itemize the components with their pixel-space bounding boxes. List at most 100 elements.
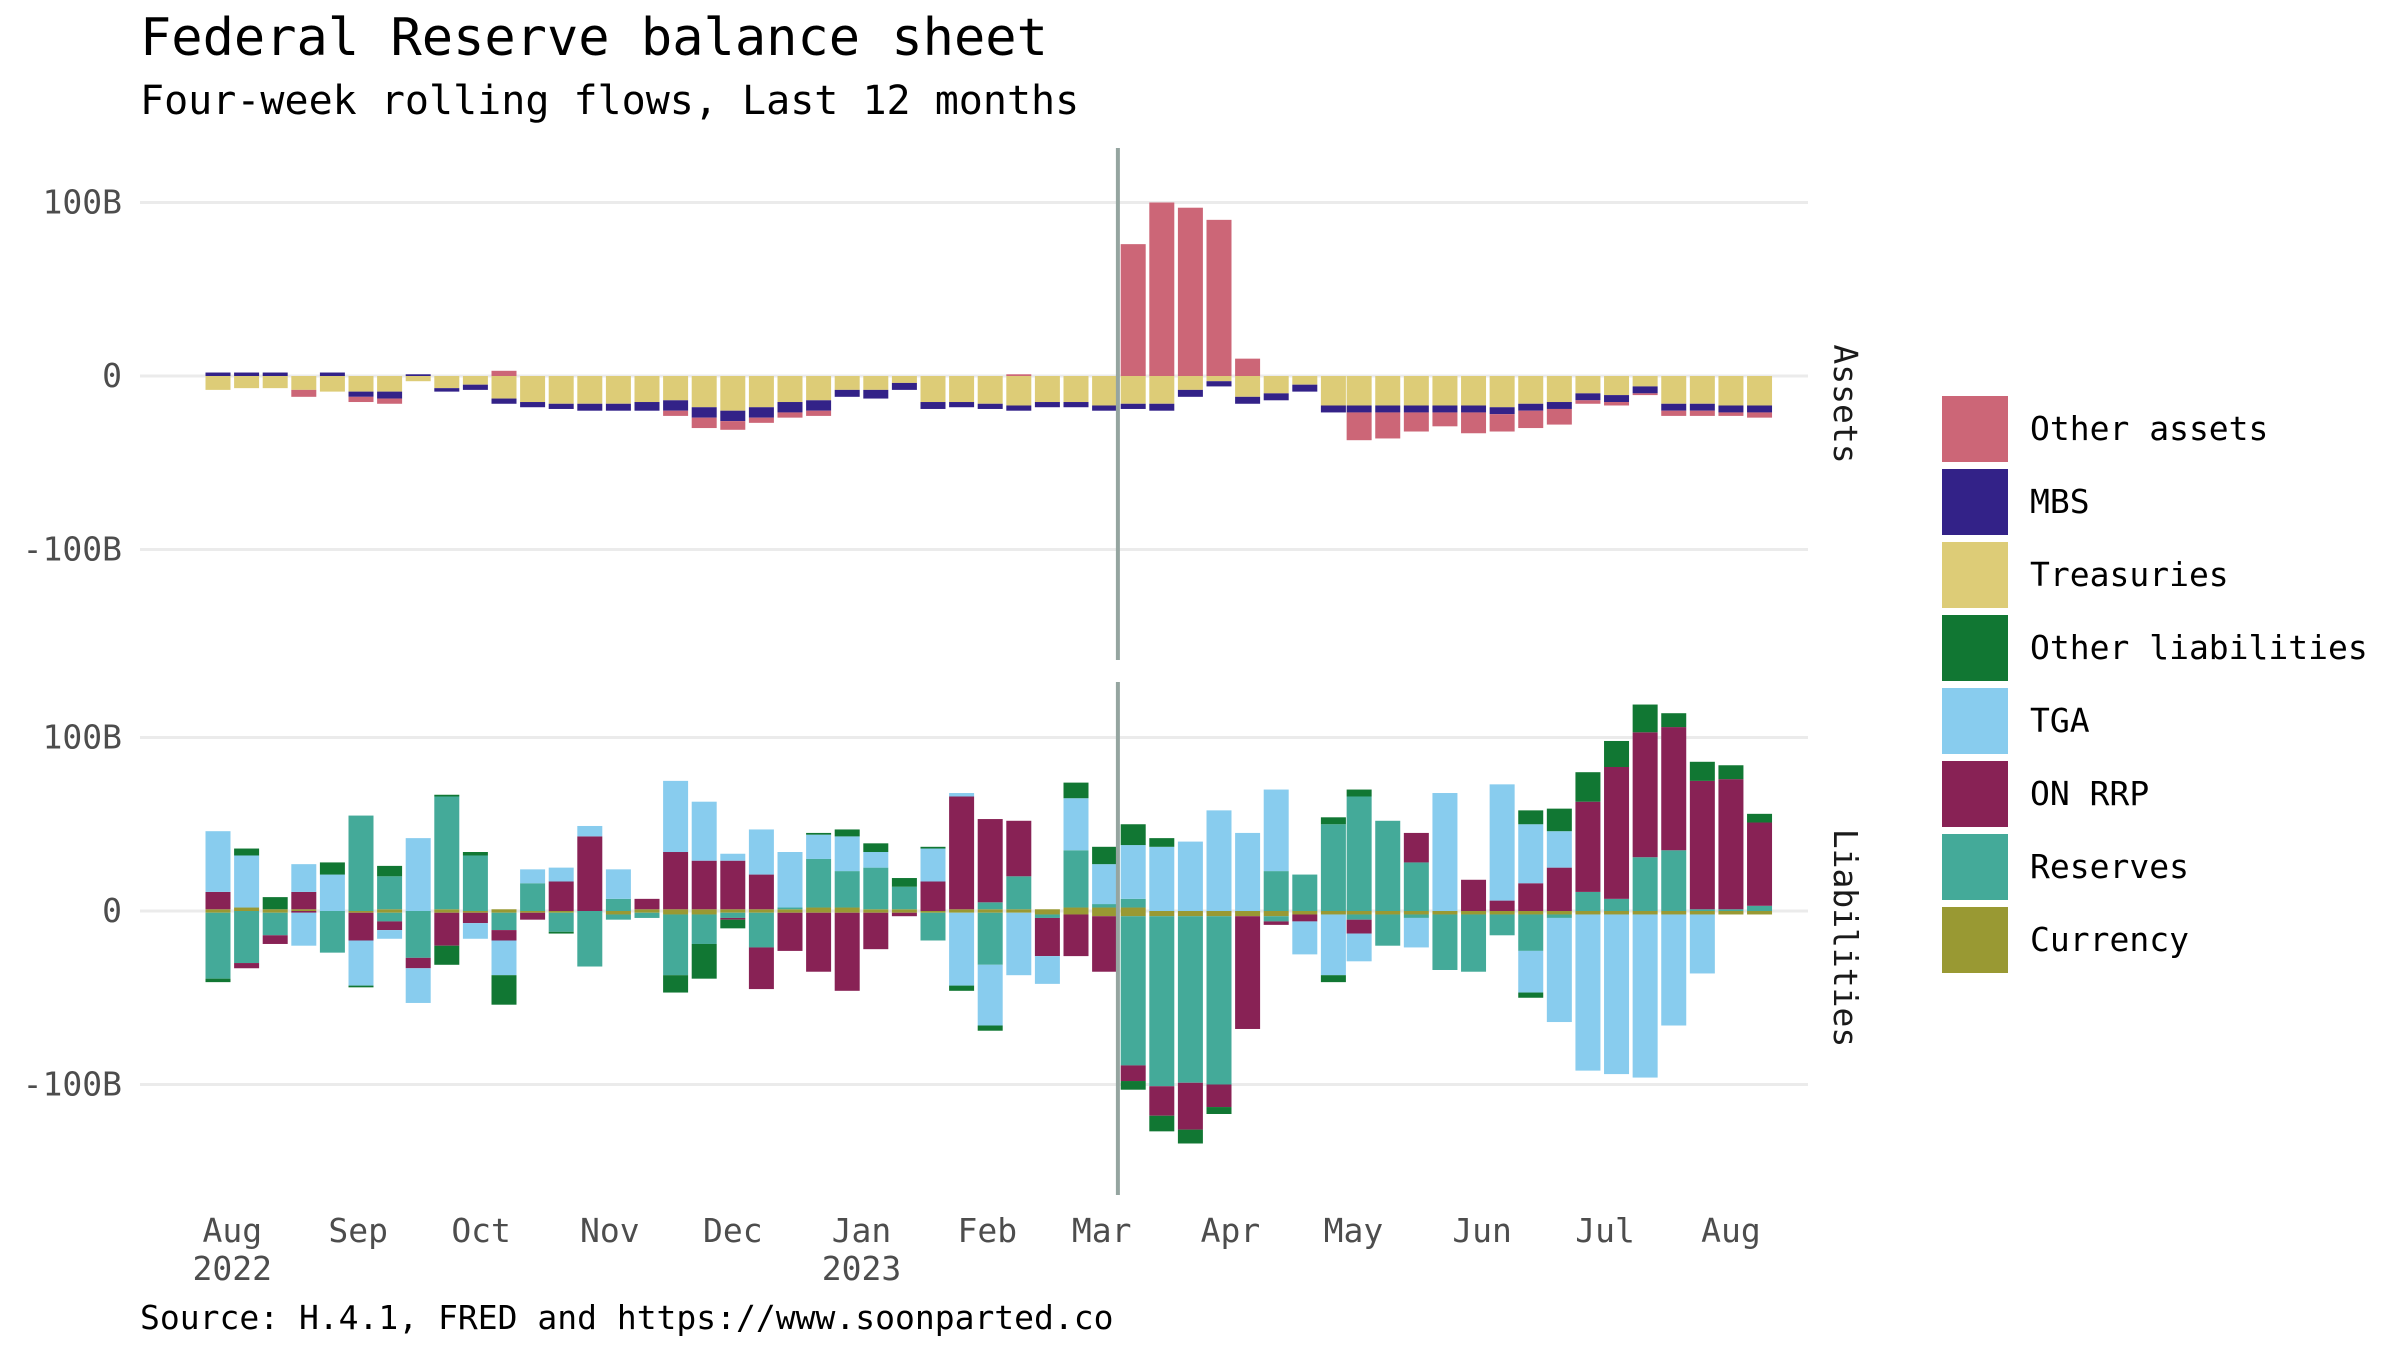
assets-bar-treasuries [1346,376,1372,406]
liabilities-bar-reserves [1177,916,1203,1083]
assets-bar-treasuries [1518,376,1544,404]
liabilities-bar-on-rrp [1092,916,1118,972]
assets-bar-treasuries [548,376,574,404]
assets-bar-mbs [720,410,746,422]
assets-bar-treasuries [806,376,832,401]
liabilities-bar-currency [1575,911,1601,915]
x-tick-label: Aug [202,1211,262,1250]
assets-bar-mbs [863,389,889,399]
liabilities-bar-reserves [234,911,260,964]
chart-title: Federal Reserve balance sheet [140,8,1048,68]
liabilities-bar-currency [1546,911,1572,915]
liabilities-bar-other-liabilities [691,943,717,979]
liabilities-bar-reserves [1546,914,1572,918]
liabilities-bar-currency [1034,911,1060,915]
liabilities-bar-tga [319,874,345,911]
liabilities-bar-reserves [462,855,488,911]
liabilities-bar-on-rrp [1575,801,1601,892]
assets-bar-other-assets [748,417,774,423]
liabilities-bar-other-liabilities [434,794,460,797]
x-tick-label: Jun [1452,1211,1512,1250]
liabilities-bar-currency [949,909,975,911]
assets-bar-treasuries [1546,376,1572,403]
assets-bar-treasuries [1604,376,1630,396]
liabilities-bar-currency [262,909,288,911]
liabilities-bar-tga [748,829,774,875]
liabilities-bar-on-rrp [1518,883,1544,911]
liabilities-bar-reserves [1120,916,1146,1066]
assets-bar-other-assets [1546,408,1572,425]
assets-bar-other-assets [691,417,717,429]
assets-bar-treasuries [834,376,860,390]
liabilities-bar-currency [1120,907,1146,911]
assets-bar-mbs [1403,405,1429,413]
liabilities-bar-other-liabilities [663,975,689,993]
liabilities-bar-other-liabilities [1206,1107,1232,1114]
assets-bar-mbs [234,372,260,376]
liabilities-bar-on-rrp [548,881,574,911]
assets-bar-mbs [1006,405,1032,411]
liabilities-bar-on-rrp [1747,822,1773,906]
assets-bar-mbs [605,403,631,411]
legend-swatch-treasuries [1942,542,2008,608]
x-tick-label: Mar [1072,1211,1132,1250]
liabilities-bar-other-liabilities [920,846,946,849]
liabilities-bar-on-rrp [520,912,546,920]
liabilities-bar-currency [834,911,860,913]
assets-bar-treasuries [1177,376,1203,390]
liabilities-bar-other-liabilities [1604,740,1630,767]
assets-bar-mbs [348,391,374,397]
assets-bar-other-assets [348,396,374,403]
assets-bar-mbs [1518,403,1544,411]
liabilities-bar-reserves [1320,824,1346,911]
liabilities-bar-tga [1604,914,1630,1075]
assets-bar-other-assets [1120,244,1146,376]
assets-bar-treasuries [1206,376,1232,382]
liabilities-bar-on-rrp [291,891,317,910]
assets-bar-mbs [1575,393,1601,401]
assets-bar-mbs [1604,395,1630,403]
liabilities-bar-on-rrp [377,921,403,931]
liabilities-y-tick-label: 100B [43,718,122,757]
liabilities-bar-on-rrp [806,912,832,972]
liabilities-bar-reserves [1292,874,1318,911]
liabilities-bar-tga [1689,914,1715,974]
liabilities-bar-currency [1177,911,1203,917]
liabilities-bar-currency [748,911,774,913]
liabilities-bar-other-liabilities [1518,810,1544,825]
liabilities-bar-tga [1120,845,1146,899]
liabilities-bar-reserves [377,912,403,922]
liabilities-bar-tga [806,834,832,859]
assets-bar-mbs [1149,403,1175,411]
liabilities-bar-on-rrp [348,912,374,941]
assets-bar-other-assets [377,398,403,404]
liabilities-bar-currency [1063,907,1089,911]
liabilities-bar-on-rrp [1718,779,1744,910]
liabilities-bar-on-rrp [1177,1082,1203,1130]
liabilities-bar-on-rrp [1149,1086,1175,1116]
liabilities-bar-on-rrp [691,860,717,910]
legend-label-mbs: MBS [2030,482,2090,521]
liabilities-bar-on-rrp [1206,1084,1232,1108]
liabilities-bar-on-rrp [634,898,660,910]
assets-bar-treasuries [1575,376,1601,394]
liabilities-bar-other-liabilities [234,848,260,856]
liabilities-bar-on-rrp [434,912,460,946]
assets-y-tick-label: 0 [102,356,122,395]
assets-bar-treasuries [377,376,403,392]
liabilities-bar-currency [1718,911,1744,915]
liabilities-bar-tga [1263,789,1289,872]
liabilities-bar-currency [891,909,917,911]
liabilities-bar-currency [520,911,546,913]
liabilities-bar-tga [1177,841,1203,911]
liabilities-bar-currency [1375,911,1401,915]
assets-bar-other-assets [491,370,517,376]
assets-bar-mbs [1632,386,1658,394]
liabilities-bar-currency [720,911,746,913]
liabilities-bar-tga [548,867,574,882]
assets-bar-mbs [1718,405,1744,413]
liabilities-bar-currency [1661,911,1687,915]
liabilities-bar-other-liabilities [1689,761,1715,781]
liabilities-bar-reserves [1661,850,1687,911]
